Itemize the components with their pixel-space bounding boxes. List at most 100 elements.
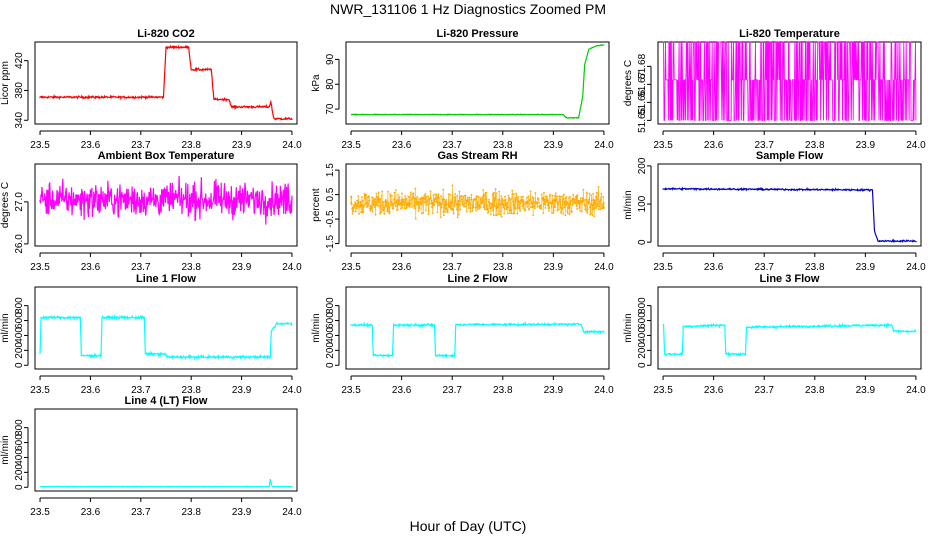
data-point (477, 195, 480, 198)
data-point (595, 191, 598, 194)
data-point (470, 198, 473, 201)
data-point (529, 190, 532, 193)
data-point (532, 201, 535, 204)
data-point (514, 207, 517, 210)
data-point (561, 195, 564, 198)
y-tick-label: 90 (325, 53, 336, 65)
data-point (530, 206, 532, 209)
data-point (355, 205, 358, 207)
data-point (495, 192, 498, 195)
data-point (422, 211, 425, 214)
y-tick-label: 200 (14, 464, 25, 481)
data-point (562, 197, 565, 200)
data-point (566, 201, 568, 204)
data-line (350, 44, 605, 120)
data-point (453, 205, 456, 207)
data-point (458, 203, 460, 206)
y-tick-label: 200 (637, 157, 648, 174)
data-point (520, 200, 523, 203)
x-tick-label: 23.7 (754, 140, 774, 151)
x-axis: 23.5 23.6 23.7 23.8 23.9 24.0 (30, 252, 302, 273)
data-point (584, 208, 587, 211)
data-point (562, 213, 565, 215)
data-point (513, 212, 516, 214)
data-point (536, 205, 539, 208)
data-point (461, 200, 463, 203)
plot-frame (657, 163, 922, 247)
chart-panel: Gas Stream RH 23.5 23.6 23.7 23.8 23.9 24.0 -1.… (311, 150, 614, 273)
data-point (414, 198, 416, 201)
data-point (362, 199, 364, 202)
data-point (426, 199, 429, 202)
data-point (578, 199, 580, 202)
data-point (377, 205, 380, 207)
data-point (578, 201, 581, 204)
data-point (420, 212, 423, 215)
data-point (404, 195, 407, 197)
data-point (380, 211, 383, 214)
data-point (425, 195, 428, 198)
y-tick-label: 0 (325, 362, 336, 368)
data-point (498, 198, 501, 201)
data-point (494, 188, 497, 190)
data-point (397, 194, 399, 196)
x-axis: 23.5 23.6 23.7 23.8 23.9 24.0 (653, 375, 926, 396)
data-point (587, 202, 590, 205)
data-point (554, 206, 557, 209)
data-point (595, 207, 598, 209)
data-point (403, 201, 406, 204)
data-point (507, 194, 510, 197)
data-point (445, 203, 447, 205)
data-point (479, 206, 482, 209)
panel-title: Line 3 Flow (760, 273, 820, 285)
x-tick-label: 23.8 (805, 385, 825, 396)
data-point (378, 199, 381, 202)
data-point (419, 203, 422, 206)
data-point (600, 196, 602, 199)
y-tick-label: 800 (637, 297, 648, 314)
data-point (581, 201, 584, 204)
data-point (405, 206, 408, 209)
data-point (479, 196, 481, 199)
data-point (565, 196, 568, 198)
data-point (490, 203, 493, 206)
data-point (446, 211, 449, 214)
data-point (383, 206, 386, 209)
y-axis-label: ml/min (623, 190, 634, 219)
data-point (492, 209, 494, 212)
data-point (435, 193, 438, 196)
data-point (441, 198, 444, 201)
data-point (405, 197, 408, 200)
data-point (401, 192, 403, 195)
x-tick-label: 23.8 (805, 262, 825, 273)
data-point (392, 207, 395, 210)
data-point (547, 201, 550, 204)
data-point (418, 206, 421, 209)
data-point (489, 206, 492, 209)
data-point (519, 209, 522, 212)
data-point (574, 200, 576, 203)
data-point (363, 205, 365, 208)
data-point (420, 198, 423, 200)
data-point (501, 197, 504, 200)
data-point (526, 202, 529, 204)
x-tick-label: 24.0 (594, 385, 614, 396)
data-point (552, 199, 554, 202)
data-point (456, 194, 459, 197)
x-tick-label: 23.6 (392, 140, 412, 151)
data-point (377, 201, 380, 204)
data-point (581, 210, 583, 213)
data-point (600, 192, 603, 195)
x-tick-label: 23.8 (493, 262, 513, 273)
data-point (430, 199, 433, 202)
data-point (489, 213, 492, 216)
data-point (548, 195, 551, 198)
data-point (543, 203, 546, 206)
chart-panel: Sample Flow 23.5 23.6 23.7 23.8 23.9 24.0 0 100 2… (623, 150, 926, 273)
data-point (505, 208, 508, 211)
data-point (351, 207, 354, 210)
data-point (493, 191, 496, 194)
y-tick-label: 400 (14, 327, 25, 344)
data-point (487, 210, 490, 213)
